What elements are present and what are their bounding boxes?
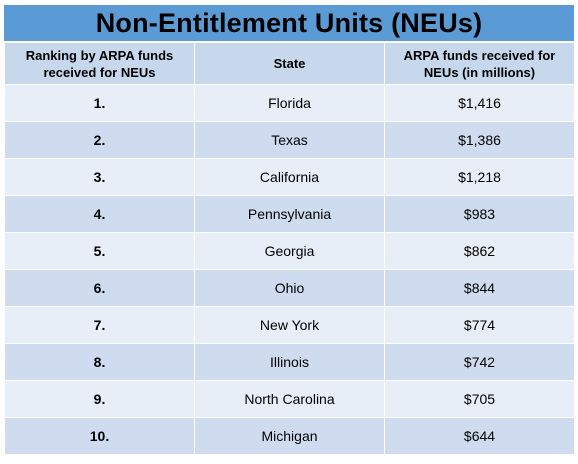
rank-cell: 6.: [4, 269, 195, 307]
table-row: 9. North Carolina $705: [4, 380, 575, 418]
state-cell: Michigan: [194, 417, 385, 455]
funds-cell: $1,218: [384, 158, 575, 196]
funds-cell: $1,386: [384, 121, 575, 159]
state-cell: Georgia: [194, 232, 385, 270]
state-cell: Pennsylvania: [194, 195, 385, 233]
table-header-row: Ranking by ARPA funds received for NEUs …: [4, 42, 575, 85]
header-state: State: [194, 42, 385, 85]
header-funds: ARPA funds received for NEUs (in million…: [384, 42, 575, 85]
header-rank: Ranking by ARPA funds received for NEUs: [4, 42, 195, 85]
funds-cell: $1,416: [384, 84, 575, 122]
table-row: 10. Michigan $644: [4, 417, 575, 455]
state-cell: Ohio: [194, 269, 385, 307]
funds-cell: $644: [384, 417, 575, 455]
rank-cell: 10.: [4, 417, 195, 455]
rank-cell: 4.: [4, 195, 195, 233]
funds-cell: $983: [384, 195, 575, 233]
table-row: 5. Georgia $862: [4, 232, 575, 270]
table-row: 7. New York $774: [4, 306, 575, 344]
state-cell: Illinois: [194, 343, 385, 381]
funds-cell: $862: [384, 232, 575, 270]
rank-cell: 2.: [4, 121, 195, 159]
state-cell: North Carolina: [194, 380, 385, 418]
table-row: 1. Florida $1,416: [4, 84, 575, 122]
rank-cell: 7.: [4, 306, 195, 344]
rank-cell: 5.: [4, 232, 195, 270]
rank-cell: 1.: [4, 84, 195, 122]
state-cell: Texas: [194, 121, 385, 159]
funds-cell: $705: [384, 380, 575, 418]
rank-cell: 9.: [4, 380, 195, 418]
table-row: 6. Ohio $844: [4, 269, 575, 307]
table-row: 4. Pennsylvania $983: [4, 195, 575, 233]
table-title: Non-Entitlement Units (NEUs): [95, 7, 483, 38]
state-cell: Florida: [194, 84, 385, 122]
state-cell: New York: [194, 306, 385, 344]
table-row: 8. Illinois $742: [4, 343, 575, 381]
state-cell: California: [194, 158, 385, 196]
funds-cell: $742: [384, 343, 575, 381]
table-row: 2. Texas $1,386: [4, 121, 575, 159]
neu-funds-table: Ranking by ARPA funds received for NEUs …: [4, 42, 575, 455]
table-title-bar: Non-Entitlement Units (NEUs): [4, 5, 574, 42]
funds-cell: $844: [384, 269, 575, 307]
rank-cell: 8.: [4, 343, 195, 381]
table-row: 3. California $1,218: [4, 158, 575, 196]
rank-cell: 3.: [4, 158, 195, 196]
funds-cell: $774: [384, 306, 575, 344]
